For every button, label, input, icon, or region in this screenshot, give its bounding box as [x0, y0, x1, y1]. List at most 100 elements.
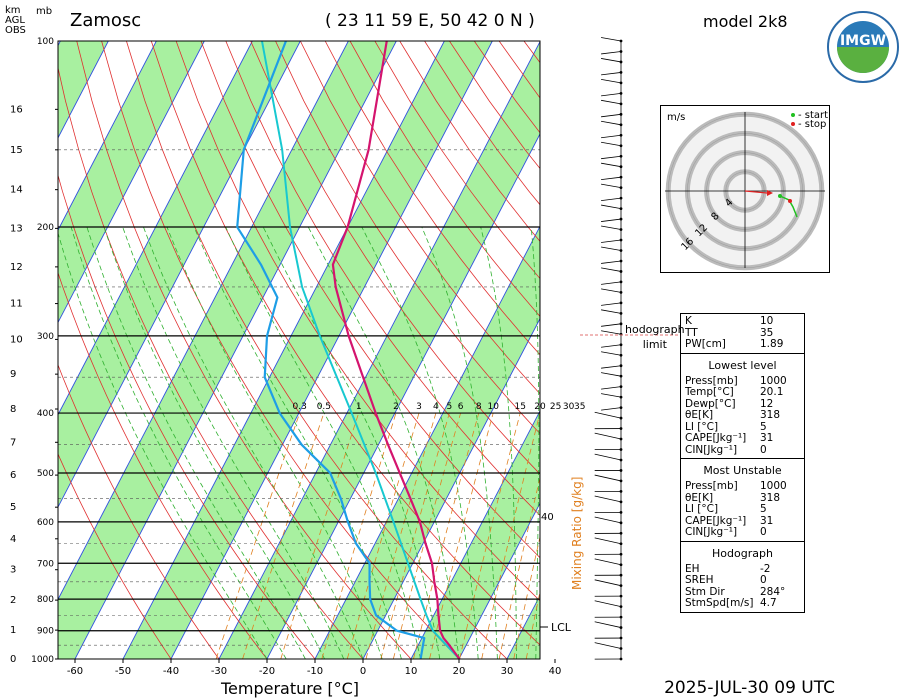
moist-adiabat — [166, 226, 383, 659]
green-band — [123, 41, 493, 659]
wind-barb — [601, 204, 622, 209]
lowest-level-section: Lowest level Press[mb] 1000 Temp[°C] 20.1 De… — [680, 353, 805, 459]
x-tick-label: -20 — [259, 666, 275, 677]
mixing-ratio-label: 6 — [458, 402, 464, 412]
most-unstable-title: Most Unstable — [703, 464, 782, 477]
hodo-row: EH -2 — [685, 562, 800, 576]
parcel-profile — [260, 41, 461, 659]
km-tick-label: 7 — [10, 437, 16, 448]
dry-adiabat — [250, 41, 540, 475]
wind-barb — [594, 432, 622, 440]
dry-adiabat — [126, 41, 508, 659]
wind-barb — [601, 239, 622, 243]
mixing-ratio-label: 3 — [416, 402, 422, 412]
unstable-row: CIN[Jkg⁻¹] 0 — [685, 526, 800, 539]
wind-barb — [594, 495, 622, 503]
km-tick-label: 13 — [10, 223, 23, 234]
dewpoint-profile — [236, 41, 426, 659]
param-key: Press[mb] — [685, 374, 738, 387]
param-value: 20.1 — [760, 386, 784, 398]
km-tick-label: 6 — [10, 470, 16, 481]
x-axis-label: Temperature [°C] — [220, 679, 359, 698]
unstable-row: Press[mb] 1000 — [685, 480, 800, 493]
mixing-ratio-label: 8 — [476, 402, 482, 412]
x-tick-label: 30 — [501, 666, 514, 677]
param-value: -2 — [760, 562, 771, 575]
wind-barb — [601, 372, 622, 377]
legend-stop: - stop — [798, 119, 826, 130]
km-tick-label: 16 — [10, 104, 23, 115]
mixing-ratio-label: 35 — [574, 402, 585, 412]
x-tick-label: 0 — [360, 666, 366, 677]
param-key: PW[cm] — [685, 338, 726, 350]
station-coordinates: ( 23 11 59 E, 50 42 0 N ) — [325, 11, 535, 31]
label-40: 40 — [541, 512, 554, 523]
km-tick-label: 12 — [10, 262, 23, 273]
wind-barb — [601, 386, 622, 390]
wind-barb — [601, 176, 622, 181]
barb-point — [619, 207, 623, 210]
barb-point — [619, 249, 623, 252]
mixing-ratio-label: 15 — [514, 402, 525, 412]
km-tick-label: 14 — [10, 185, 23, 196]
pressure-tick-label: 600 — [37, 518, 54, 528]
wind-barb — [594, 474, 622, 482]
pressure-tick-label: 300 — [37, 332, 54, 342]
wind-barb — [594, 411, 622, 419]
isotherm — [218, 41, 540, 659]
param-key: EH — [685, 562, 700, 575]
index-row: PW[cm] 1.89 — [685, 338, 800, 351]
param-key: LI [°C] — [685, 420, 719, 433]
wind-barb — [601, 281, 622, 285]
km-tick-label: 9 — [10, 369, 16, 380]
hodograph-unit: m/s — [667, 112, 685, 123]
param-value: 5 — [760, 420, 767, 433]
logo-text: IMGW — [840, 33, 886, 49]
wind-barb — [601, 407, 622, 411]
lowest-row: CIN[Jkg⁻¹] 0 — [685, 443, 800, 457]
mixing-ratio-label: 10 — [487, 402, 499, 412]
wind-barb — [601, 218, 622, 222]
x-tick-label: -50 — [115, 666, 131, 677]
wind-barb-column — [594, 37, 623, 661]
pressure-tick-label: 900 — [37, 627, 54, 637]
wind-barb — [601, 58, 622, 63]
param-value: 1000 — [760, 374, 787, 387]
wind-barb — [594, 558, 622, 566]
isotherm — [266, 133, 540, 659]
param-key: Dewp[°C] — [685, 397, 736, 410]
dry-adiabat — [275, 41, 540, 435]
temperature-profile — [331, 41, 461, 659]
moist-adiabat — [555, 227, 573, 659]
lowest-row: Temp[°C] 20.1 — [685, 386, 800, 399]
x-tick-label: -40 — [163, 666, 179, 677]
param-value: 12 — [760, 397, 774, 410]
param-value: 1.89 — [760, 338, 784, 350]
param-key: Temp[°C] — [685, 386, 734, 398]
km-tick-label: 0 — [10, 654, 16, 665]
isotherm — [458, 502, 540, 659]
km-tick-label: 4 — [10, 534, 16, 545]
wind-barb — [594, 579, 622, 587]
x-tick-label: 10 — [405, 666, 418, 677]
moist-adiabat — [86, 226, 306, 659]
barb-point — [619, 510, 623, 514]
hodo-row: StmSpd[m/s] 4.7 — [685, 597, 800, 610]
isotherm — [122, 41, 445, 659]
param-key: CIN[Jkg⁻¹] — [685, 443, 738, 456]
wind-barb — [601, 92, 622, 97]
pressure-tick-label: 1000 — [31, 655, 54, 665]
x-tick-label: -10 — [307, 666, 323, 677]
mixing-ratio-label: 30 — [563, 402, 575, 412]
wind-barb — [594, 621, 622, 628]
mixing-ratio-label: 2 — [393, 402, 399, 412]
barb-point — [619, 636, 623, 640]
imgw-logo: IMGW — [826, 10, 900, 84]
wind-barb — [594, 453, 622, 461]
storm-motion-vector — [744, 190, 768, 194]
km-tick-label: 2 — [10, 595, 16, 606]
wind-barb — [601, 302, 622, 306]
param-value: 1000 — [760, 480, 787, 492]
mixing-ratio-label: 0.3 — [293, 402, 307, 412]
param-value: 31 — [760, 432, 774, 444]
